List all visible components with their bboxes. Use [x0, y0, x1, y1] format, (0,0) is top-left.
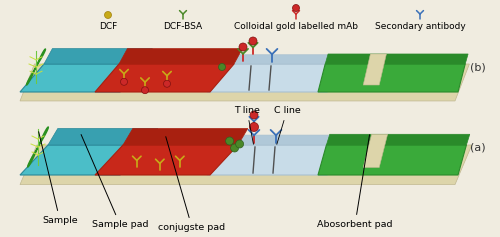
Text: T line: T line: [234, 106, 260, 144]
Polygon shape: [231, 55, 360, 64]
Polygon shape: [325, 54, 468, 64]
Circle shape: [236, 140, 244, 148]
Polygon shape: [44, 49, 152, 64]
Polygon shape: [20, 145, 472, 185]
Polygon shape: [20, 64, 469, 101]
Polygon shape: [123, 128, 248, 145]
Polygon shape: [20, 64, 144, 92]
Circle shape: [104, 12, 112, 18]
Text: C line: C line: [274, 106, 300, 144]
Polygon shape: [95, 64, 234, 92]
Polygon shape: [326, 134, 470, 145]
Text: (a): (a): [470, 142, 486, 152]
Text: Sample: Sample: [38, 132, 78, 225]
Polygon shape: [207, 145, 355, 175]
Polygon shape: [363, 54, 386, 85]
Polygon shape: [318, 145, 466, 175]
Polygon shape: [235, 135, 365, 145]
Text: (b): (b): [470, 62, 486, 72]
Text: Abosorbent pad: Abosorbent pad: [318, 135, 393, 229]
Text: Sample pad: Sample pad: [81, 135, 148, 229]
Circle shape: [218, 64, 226, 70]
Circle shape: [292, 5, 300, 12]
Circle shape: [239, 43, 247, 51]
Circle shape: [120, 78, 128, 85]
Polygon shape: [28, 127, 48, 167]
Circle shape: [164, 80, 170, 87]
Text: conjugste pad: conjugste pad: [158, 137, 226, 232]
Polygon shape: [363, 134, 388, 168]
Polygon shape: [119, 49, 242, 64]
Polygon shape: [318, 64, 465, 92]
Circle shape: [250, 111, 258, 119]
Text: DCF: DCF: [99, 22, 117, 31]
Text: DCF-BSA: DCF-BSA: [164, 22, 202, 31]
Text: Secondary antibody: Secondary antibody: [374, 22, 466, 31]
Polygon shape: [26, 49, 46, 85]
Text: Colloidal gold labelled mAb: Colloidal gold labelled mAb: [234, 22, 358, 31]
Circle shape: [226, 137, 234, 145]
Circle shape: [250, 123, 258, 132]
Polygon shape: [95, 145, 238, 175]
Circle shape: [249, 37, 257, 45]
Polygon shape: [48, 128, 158, 145]
Polygon shape: [20, 145, 148, 175]
Polygon shape: [207, 64, 351, 92]
Circle shape: [230, 144, 238, 152]
Circle shape: [142, 87, 148, 94]
